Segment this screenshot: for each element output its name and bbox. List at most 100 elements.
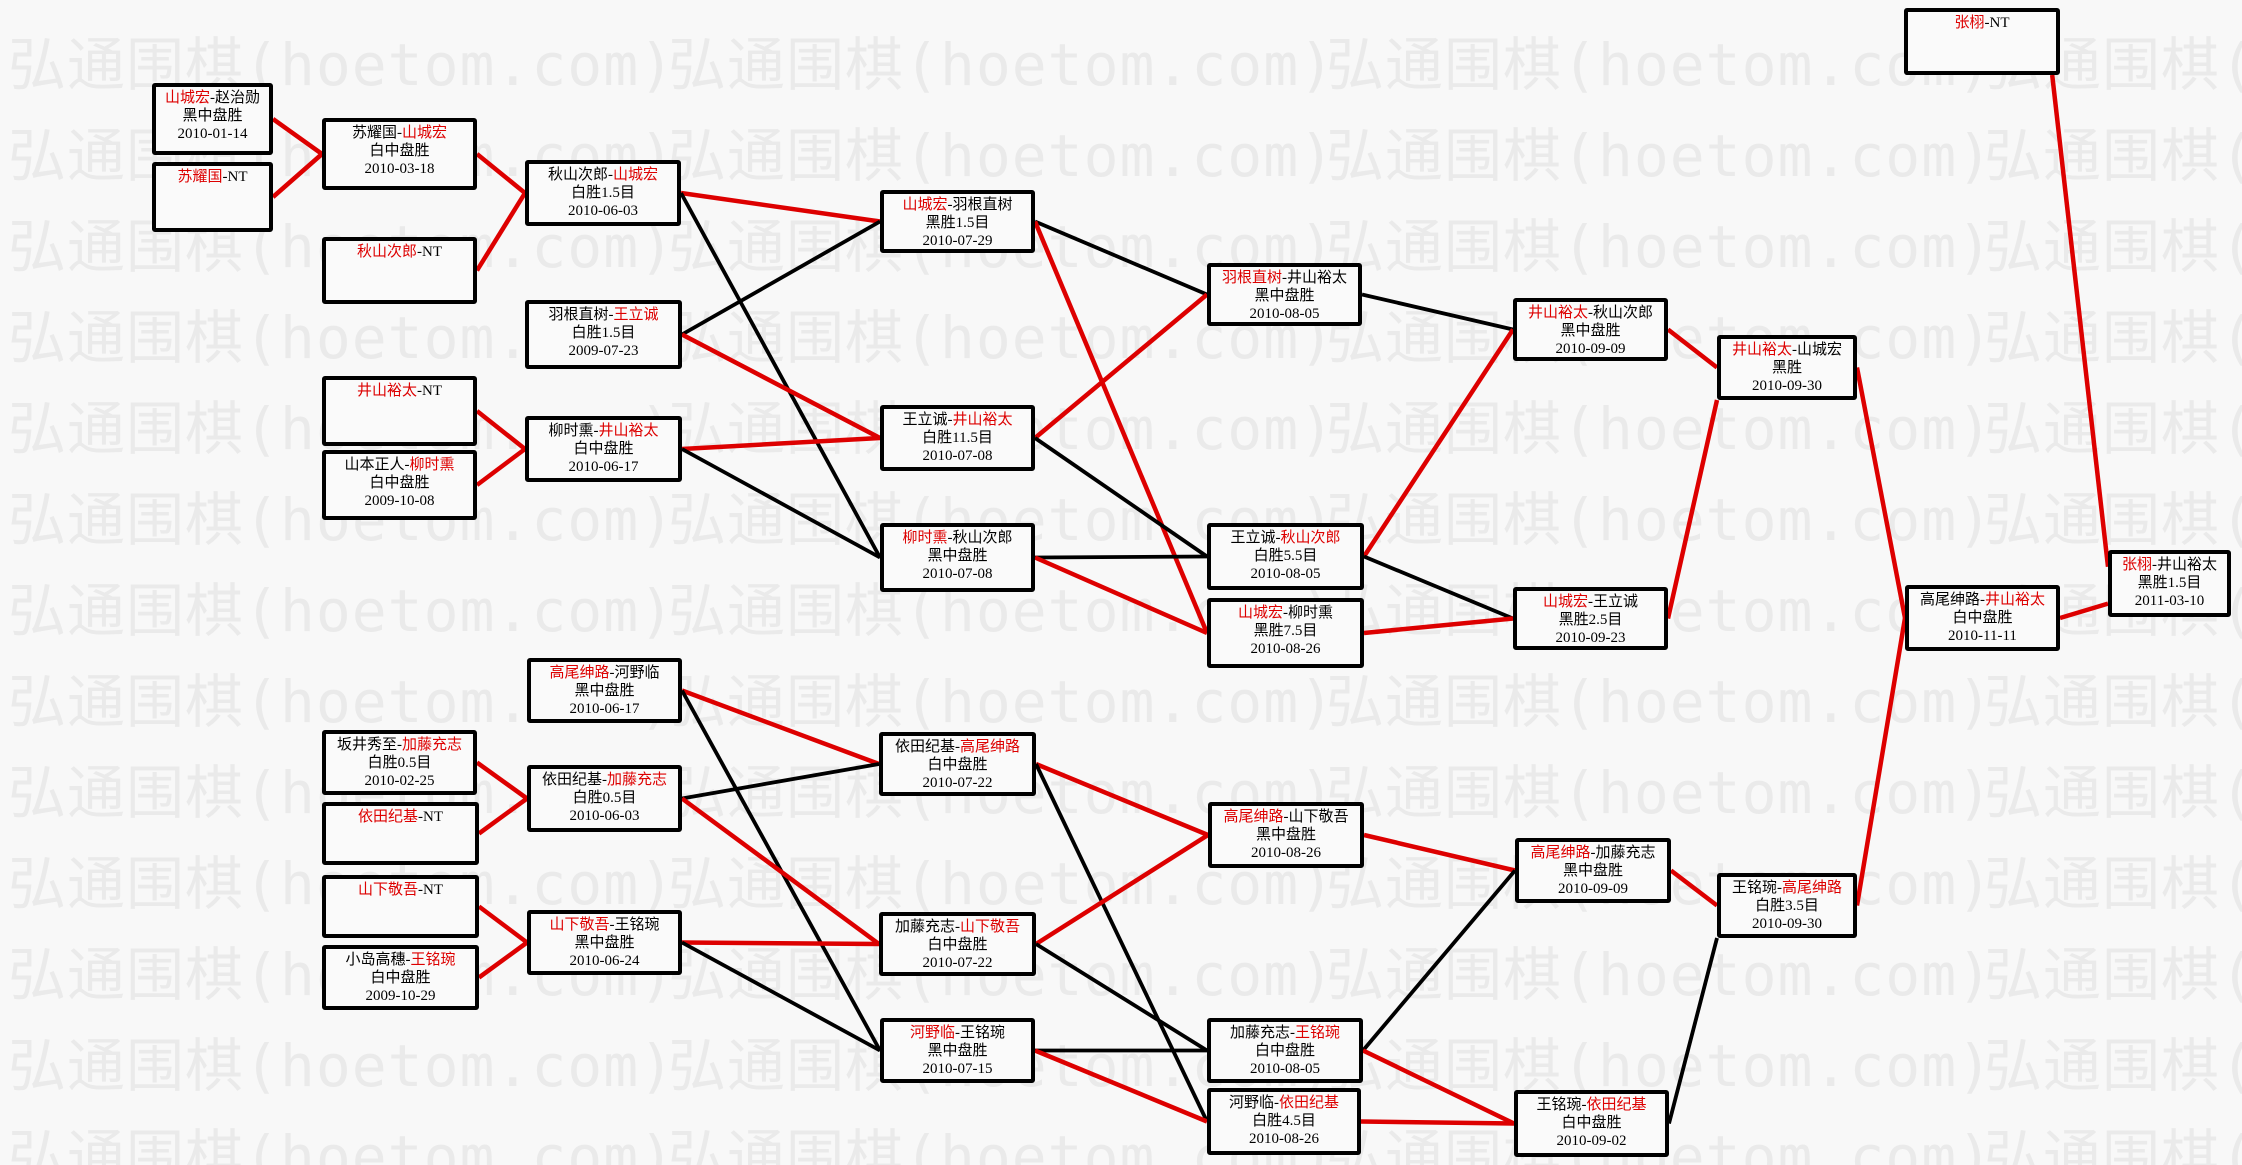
player2-name: 王铭琬: [410, 952, 456, 968]
game-box-b18: 山城宏-王立诚 黑胜2.5目 2010-09-23: [1513, 587, 1668, 650]
watermark-text: 弘通围棋(hoetom.com): [1984, 668, 2242, 736]
result-line: 白中盘胜: [369, 475, 430, 491]
result-line: 黑中盘胜: [927, 1043, 988, 1059]
game-box-b15: 山城宏-柳时熏 黑胜7.5目 2010-08-26: [1207, 598, 1364, 668]
date-line: 2010-08-05: [1249, 306, 1320, 322]
player1-name: 高尾绅路: [1530, 845, 1591, 861]
player1-name: 秋山次郎: [547, 167, 608, 183]
date-line: 2010-08-26: [1250, 641, 1321, 657]
players-line: 张栩-井山裕太: [2121, 557, 2218, 573]
players-line: 山城宏-羽根直树: [902, 197, 1013, 213]
players-line: 张栩-NT: [1954, 15, 2010, 31]
player2-name: 柳时熏: [1288, 605, 1334, 621]
player2-name: 山下敬吾: [1288, 809, 1349, 825]
advance-line-b29-b35-black: [1034, 763, 1209, 1123]
result-line: 黑中盘胜: [574, 683, 635, 699]
game-box-b16: 井山裕太-秋山次郎 黑中盘胜 2010-09-09: [1513, 298, 1668, 361]
advance-line-b28-b33-black: [681, 940, 881, 1053]
date-line: 2010-08-05: [1250, 566, 1321, 582]
players-line: 小岛高穗-王铭琬: [345, 952, 456, 968]
players-line: 依田纪基-NT: [357, 809, 443, 825]
game-box-b33: 河野临-王铭琬 黑中盘胜 2010-07-15: [880, 1018, 1035, 1083]
player1-name: 河野临: [909, 1025, 955, 1041]
player2-name: 河野临: [614, 665, 660, 681]
players-line: 河野临-依田纪基: [1228, 1095, 1340, 1111]
watermark-text: 弘通围棋(hoetom.com): [1984, 941, 2242, 1009]
date-line: 2010-06-17: [568, 459, 639, 475]
advance-line-b1-b3-red: [271, 117, 324, 156]
game-box-b37: 王铭琬-依田纪基 白中盘胜 2010-09-02: [1514, 1090, 1669, 1157]
advance-line-b17-b20-red: [1854, 367, 1908, 619]
players-line: 王立诚-秋山次郎: [1230, 530, 1341, 546]
watermark-text: 弘通围棋(hoetom.com): [1326, 941, 1994, 1009]
result-line: 白中盘胜: [573, 441, 634, 457]
player2-name: 依田纪基: [1279, 1095, 1340, 1111]
result-line: 黑胜2.5目: [1558, 612, 1623, 628]
players-line: 高尾绅路-河野临: [549, 665, 660, 681]
game-box-b13: 柳时熏-秋山次郎 黑中盘胜 2010-07-08: [880, 523, 1035, 592]
players-line: 柳时熏-秋山次郎: [902, 530, 1013, 546]
date-line: 2010-06-03: [569, 808, 640, 824]
game-box-b23: 坂井秀至-加藤充志 白胜0.5目 2010-02-25: [322, 730, 477, 795]
watermark-text: 弘通围棋(hoetom.com): [1326, 213, 1994, 281]
date-line: 2010-09-09: [1558, 881, 1628, 897]
result-line: 白胜0.5目: [367, 755, 432, 771]
date-line: 2010-06-17: [569, 701, 640, 717]
date-line: 2010-09-30: [1752, 916, 1822, 932]
player1-name: 王立诚: [902, 412, 948, 428]
result-line: 白胜0.5目: [572, 790, 637, 806]
date-line: 2010-01-14: [177, 126, 248, 142]
result-line: 黑中盘胜: [1562, 863, 1623, 879]
watermark-text: 弘通围棋(hoetom.com): [8, 577, 676, 645]
watermark-text: 弘通围棋(hoetom.com): [1326, 668, 1994, 736]
result-line: 黑胜1.5目: [2137, 575, 2202, 591]
players-line: 羽根直树-王立诚: [548, 307, 659, 323]
result-line: 白中盘胜: [927, 757, 988, 773]
date-line: 2010-03-18: [364, 161, 435, 177]
date-line: 2010-08-26: [1251, 845, 1321, 861]
game-box-b29: 依田纪基-高尾绅路 白中盘胜 2010-07-22: [879, 732, 1036, 796]
game-box-b17: 井山裕太-山城宏 黑胜 2010-09-30: [1717, 335, 1857, 400]
player1-name: 王铭琬: [1731, 880, 1777, 896]
player2-name: 赵治勋: [215, 90, 261, 106]
players-line: 坂井秀至-加藤充志: [336, 737, 463, 753]
game-box-b6: 羽根直树-王立诚 白胜1.5目 2009-07-23: [525, 300, 682, 369]
player2-name: 王铭琬: [1295, 1025, 1341, 1041]
players-line: 井山裕太-山城宏: [1731, 342, 1843, 358]
advance-line-b13-b14-black: [1034, 554, 1208, 560]
date-line: 2010-07-22: [922, 775, 993, 791]
players-line: 王铭琬-依田纪基: [1536, 1097, 1647, 1113]
advance-line-b3-b5-red: [475, 152, 527, 195]
players-line: 山城宏-王立诚: [1542, 594, 1639, 610]
players-line: 苏耀国-山城宏: [351, 125, 448, 141]
advance-line-b24-b30-red: [680, 796, 881, 946]
game-box-b1: 山城宏-赵治勋 黑中盘胜 2010-01-14: [152, 83, 273, 155]
player1-name: 井山裕太: [1731, 342, 1792, 358]
date-line: 2010-07-29: [922, 233, 993, 249]
player2-name: 山城宏: [402, 125, 448, 141]
player1-name: 秋山次郎: [356, 244, 417, 260]
advance-line-b31-b32-red: [1363, 832, 1516, 873]
players-line: 加藤充志-王铭琬: [1229, 1025, 1341, 1041]
player1-name: 山城宏: [902, 197, 948, 213]
date-line: 2010-09-23: [1555, 630, 1626, 646]
date-line: 2010-09-30: [1752, 378, 1822, 394]
watermark-text: 弘通围棋(hoetom.com): [8, 31, 676, 99]
players-line: 山城宏-赵治勋: [164, 90, 261, 106]
player2-name: 山下敬吾: [960, 919, 1021, 935]
advance-line-b16-b17-red: [1666, 327, 1719, 370]
advance-line-b2-b3-red: [271, 152, 324, 199]
player2-name: 井山裕太: [1985, 592, 2046, 608]
advance-line-b9-b12-red: [681, 435, 881, 452]
advance-line-b5-b10-red: [680, 190, 881, 224]
game-box-b24: 依田纪基-加藤充志 白胜0.5目 2010-06-03: [527, 765, 682, 832]
game-box-b20: 高尾绅路-井山裕太 白中盘胜 2010-11-11: [1905, 585, 2060, 651]
game-box-b30: 加藤充志-山下敬吾 白中盘胜 2010-07-22: [879, 912, 1036, 976]
player2-name: 加藤充志: [402, 737, 463, 753]
date-line: 2010-09-09: [1555, 341, 1626, 357]
watermark-text: 弘通围棋(hoetom.com): [1326, 31, 1994, 99]
date-line: 2010-06-03: [568, 203, 638, 219]
player2-name: 秋山次郎: [1593, 305, 1654, 321]
advance-line-b18-b17-red: [1665, 399, 1720, 619]
